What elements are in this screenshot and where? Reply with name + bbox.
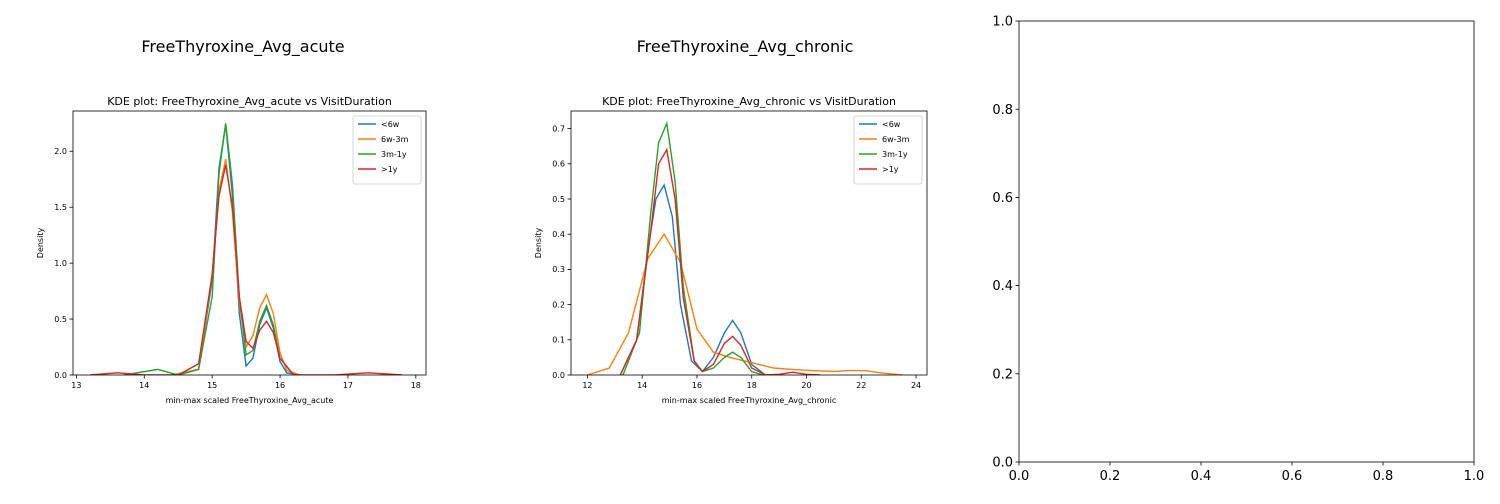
legend-box	[352, 115, 422, 185]
x-tick-label: 12	[582, 381, 592, 390]
x-tick-label: 14	[139, 381, 149, 390]
y-tick-label: 0.1	[552, 336, 565, 345]
series-line-3	[89, 164, 403, 375]
series-line-3	[619, 147, 821, 375]
chart-panel-0: 13 14 15 16 17 18 0.0 0.5 1.0 1.5 2.0 KDE plot: Fre…	[36, 95, 427, 405]
series-line-1	[587, 232, 903, 375]
x-tick-label: 0.4	[1191, 469, 1212, 484]
y-tick-label: 0.0	[54, 371, 67, 380]
x-tick-label: 15	[207, 381, 217, 390]
axes-frame	[72, 110, 427, 376]
x-tick-label: 14	[637, 381, 647, 390]
x-tick-label: 22	[856, 381, 866, 390]
chart-panel-1: 12 14 16 18 20 22 24 0.0 0.1 0.2 0.3 0.4 0.5 0.6 0.7 KD…	[534, 95, 928, 405]
y-tick-label: 0.2	[992, 367, 1013, 382]
x-tick-label: 16	[692, 381, 702, 390]
y-tick-label: 0.3	[552, 265, 565, 274]
x-tick-label: 0.8	[1373, 469, 1394, 484]
x-tick-label: 0.2	[1100, 469, 1121, 484]
x-tick-label: 24	[911, 381, 921, 390]
axes-frame	[1018, 20, 1475, 463]
y-tick-label: 1.5	[54, 203, 67, 212]
x-tick-label: 13	[71, 381, 81, 390]
y-tick-label: 1.0	[54, 259, 67, 268]
legend-label-0: <6w	[882, 120, 901, 129]
y-tick-label: 2.0	[54, 147, 67, 156]
x-tick-label: 18	[411, 381, 421, 390]
y-axis-label: Density	[36, 228, 45, 259]
x-tick-label: 18	[747, 381, 757, 390]
x-tick-label: 0.0	[1009, 469, 1030, 484]
x-tick-label: 20	[801, 381, 811, 390]
legend-label-1: 6w-3m	[381, 135, 409, 144]
series-line-1	[171, 158, 301, 375]
axes-frame	[570, 110, 928, 376]
y-tick-label: 0.7	[552, 124, 565, 133]
y-tick-label: 1.0	[992, 15, 1013, 30]
chart-panel-2: 0.0 0.2 0.4 0.6 0.8 1.0 0.0 0.2 0.4 0.6 0.8 1.0	[992, 15, 1484, 484]
x-tick-label: 1.0	[1464, 469, 1485, 484]
y-tick-label: 0.5	[54, 315, 67, 324]
x-axis-label: min-max scaled FreeThyroxine_Avg_acute	[166, 396, 334, 405]
x-tick-label: 0.6	[1282, 469, 1303, 484]
legend-label-3: >1y	[882, 165, 899, 174]
legend: <6w 6w-3m 3m-1y >1y	[352, 115, 422, 185]
legend-label-0: <6w	[381, 120, 400, 129]
y-tick-label: 0.5	[552, 195, 565, 204]
y-tick-label: 0.0	[992, 456, 1013, 471]
y-tick-label: 0.0	[552, 371, 565, 380]
series-line-2	[123, 123, 295, 375]
y-tick-label: 0.8	[992, 103, 1013, 118]
legend-label-2: 3m-1y	[882, 150, 908, 159]
x-axis-label: min-max scaled FreeThyroxine_Avg_chronic	[662, 396, 837, 405]
legend-box	[853, 115, 923, 185]
legend: <6w 6w-3m 3m-1y >1y	[853, 115, 923, 185]
panel-title-acute: FreeThyroxine_Avg_acute	[141, 37, 345, 56]
y-tick-label: 0.4	[552, 230, 565, 239]
legend-label-1: 6w-3m	[882, 135, 910, 144]
y-tick-label: 0.2	[552, 300, 565, 309]
x-tick-label: 17	[343, 381, 353, 390]
chart-title: KDE plot: FreeThyroxine_Avg_acute vs Vis…	[107, 95, 392, 108]
y-tick-label: 0.6	[552, 160, 565, 169]
chart-title: KDE plot: FreeThyroxine_Avg_chronic vs V…	[602, 95, 896, 108]
y-tick-label: 0.6	[992, 191, 1013, 206]
y-axis-label: Density	[534, 228, 543, 259]
y-tick-label: 0.4	[992, 279, 1013, 294]
panel-title-chronic: FreeThyroxine_Avg_chronic	[636, 37, 854, 56]
x-tick-label: 16	[275, 381, 285, 390]
legend-label-3: >1y	[381, 165, 398, 174]
legend-label-2: 3m-1y	[381, 150, 407, 159]
